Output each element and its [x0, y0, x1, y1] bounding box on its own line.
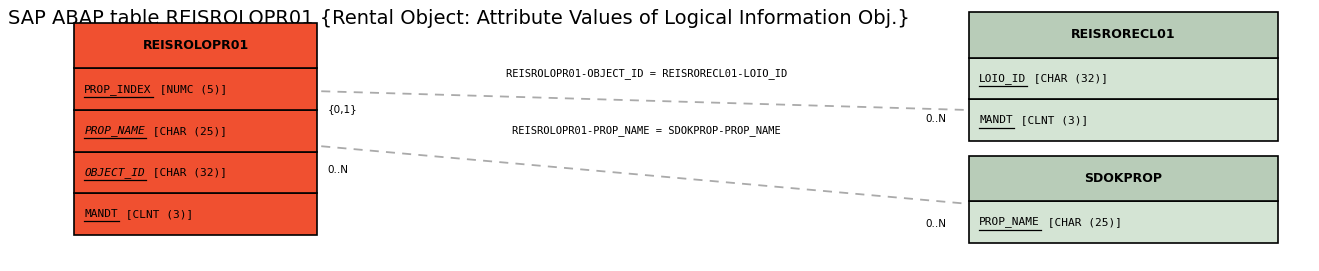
Text: [CHAR (32)]: [CHAR (32)]: [1028, 73, 1108, 83]
Text: SAP ABAP table REISROLOPR01 {Rental Object: Attribute Values of Logical Informat: SAP ABAP table REISROLOPR01 {Rental Obje…: [8, 9, 910, 28]
Text: MANDT: MANDT: [84, 209, 119, 219]
Text: PROP_NAME: PROP_NAME: [84, 125, 145, 136]
Text: OBJECT_ID: OBJECT_ID: [84, 167, 145, 178]
Bar: [74, 110, 318, 151]
Text: 0..N: 0..N: [926, 219, 947, 229]
Text: LOIO_ID: LOIO_ID: [979, 73, 1026, 84]
Bar: [969, 12, 1278, 58]
Text: [CLNT (3)]: [CLNT (3)]: [1013, 115, 1088, 125]
Text: 0..N: 0..N: [328, 165, 348, 175]
Text: PROP_NAME: PROP_NAME: [979, 217, 1041, 227]
Text: REISRORECL01: REISRORECL01: [1071, 28, 1175, 41]
Bar: [969, 99, 1278, 141]
Bar: [74, 69, 318, 110]
Text: [CLNT (3)]: [CLNT (3)]: [119, 209, 193, 219]
Bar: [969, 58, 1278, 99]
Bar: [74, 193, 318, 235]
Text: [CHAR (25)]: [CHAR (25)]: [146, 126, 227, 136]
Bar: [969, 156, 1278, 201]
Text: PROP_INDEX: PROP_INDEX: [84, 84, 152, 95]
Bar: [74, 23, 318, 69]
Text: [NUMC (5)]: [NUMC (5)]: [153, 84, 227, 94]
Text: 0..N: 0..N: [926, 114, 947, 124]
Text: [CHAR (25)]: [CHAR (25)]: [1041, 217, 1122, 227]
Bar: [74, 151, 318, 193]
Text: REISROLOPR01-OBJECT_ID = REISRORECL01-LOIO_ID: REISROLOPR01-OBJECT_ID = REISRORECL01-LO…: [505, 68, 787, 79]
Text: MANDT: MANDT: [979, 115, 1013, 125]
Text: SDOKPROP: SDOKPROP: [1084, 172, 1162, 185]
Text: [CHAR (32)]: [CHAR (32)]: [146, 167, 227, 178]
Text: {0,1}: {0,1}: [328, 104, 357, 114]
Text: REISROLOPR01-PROP_NAME = SDOKPROP-PROP_NAME: REISROLOPR01-PROP_NAME = SDOKPROP-PROP_N…: [512, 125, 781, 136]
Bar: [969, 201, 1278, 243]
Text: REISROLOPR01: REISROLOPR01: [142, 39, 249, 52]
